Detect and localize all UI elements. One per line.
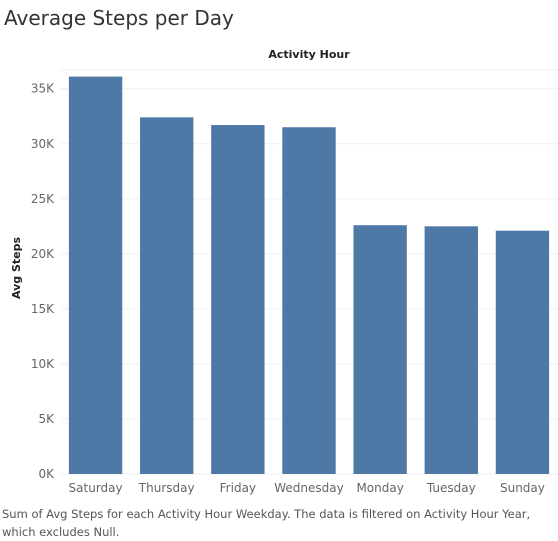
chart-caption: Sum of Avg Steps for each Activity Hour … xyxy=(2,505,558,541)
x-tick-label: Sunday xyxy=(500,481,545,495)
x-tick-label: Saturday xyxy=(69,481,123,495)
bars xyxy=(69,77,549,474)
y-axis-title: Avg Steps xyxy=(10,237,23,300)
y-tick-label: 20K xyxy=(31,247,55,261)
x-tick-label: Thursday xyxy=(138,481,195,495)
y-tick-label: 35K xyxy=(31,82,55,96)
bar-saturday[interactable] xyxy=(69,77,122,474)
bar-chart: 0K 5K 10K 15K 20K 25K 30K 35K Saturday Thursday F… xyxy=(0,0,558,500)
bar-tuesday[interactable] xyxy=(425,226,478,474)
x-tick-label: Monday xyxy=(356,481,403,495)
y-tick-label: 15K xyxy=(31,302,55,316)
y-tick-label: 30K xyxy=(31,137,55,151)
bar-sunday[interactable] xyxy=(496,231,549,474)
column-header: Activity Hour xyxy=(268,48,350,61)
x-tick-label: Wednesday xyxy=(274,481,343,495)
x-axis-ticks: Saturday Thursday Friday Wednesday Monday Tue… xyxy=(69,481,545,495)
y-tick-label: 25K xyxy=(31,192,55,206)
bar-wednesday[interactable] xyxy=(282,127,335,474)
y-tick-label: 0K xyxy=(38,467,55,481)
x-tick-label: Friday xyxy=(220,481,256,495)
y-tick-label: 5K xyxy=(38,412,55,426)
x-tick-label: Tuesday xyxy=(426,481,476,495)
bar-thursday[interactable] xyxy=(140,117,193,474)
y-axis-ticks: 0K 5K 10K 15K 20K 25K 30K 35K xyxy=(31,82,55,481)
bar-friday[interactable] xyxy=(211,125,264,474)
y-tick-label: 10K xyxy=(31,357,55,371)
bar-monday[interactable] xyxy=(353,225,406,474)
